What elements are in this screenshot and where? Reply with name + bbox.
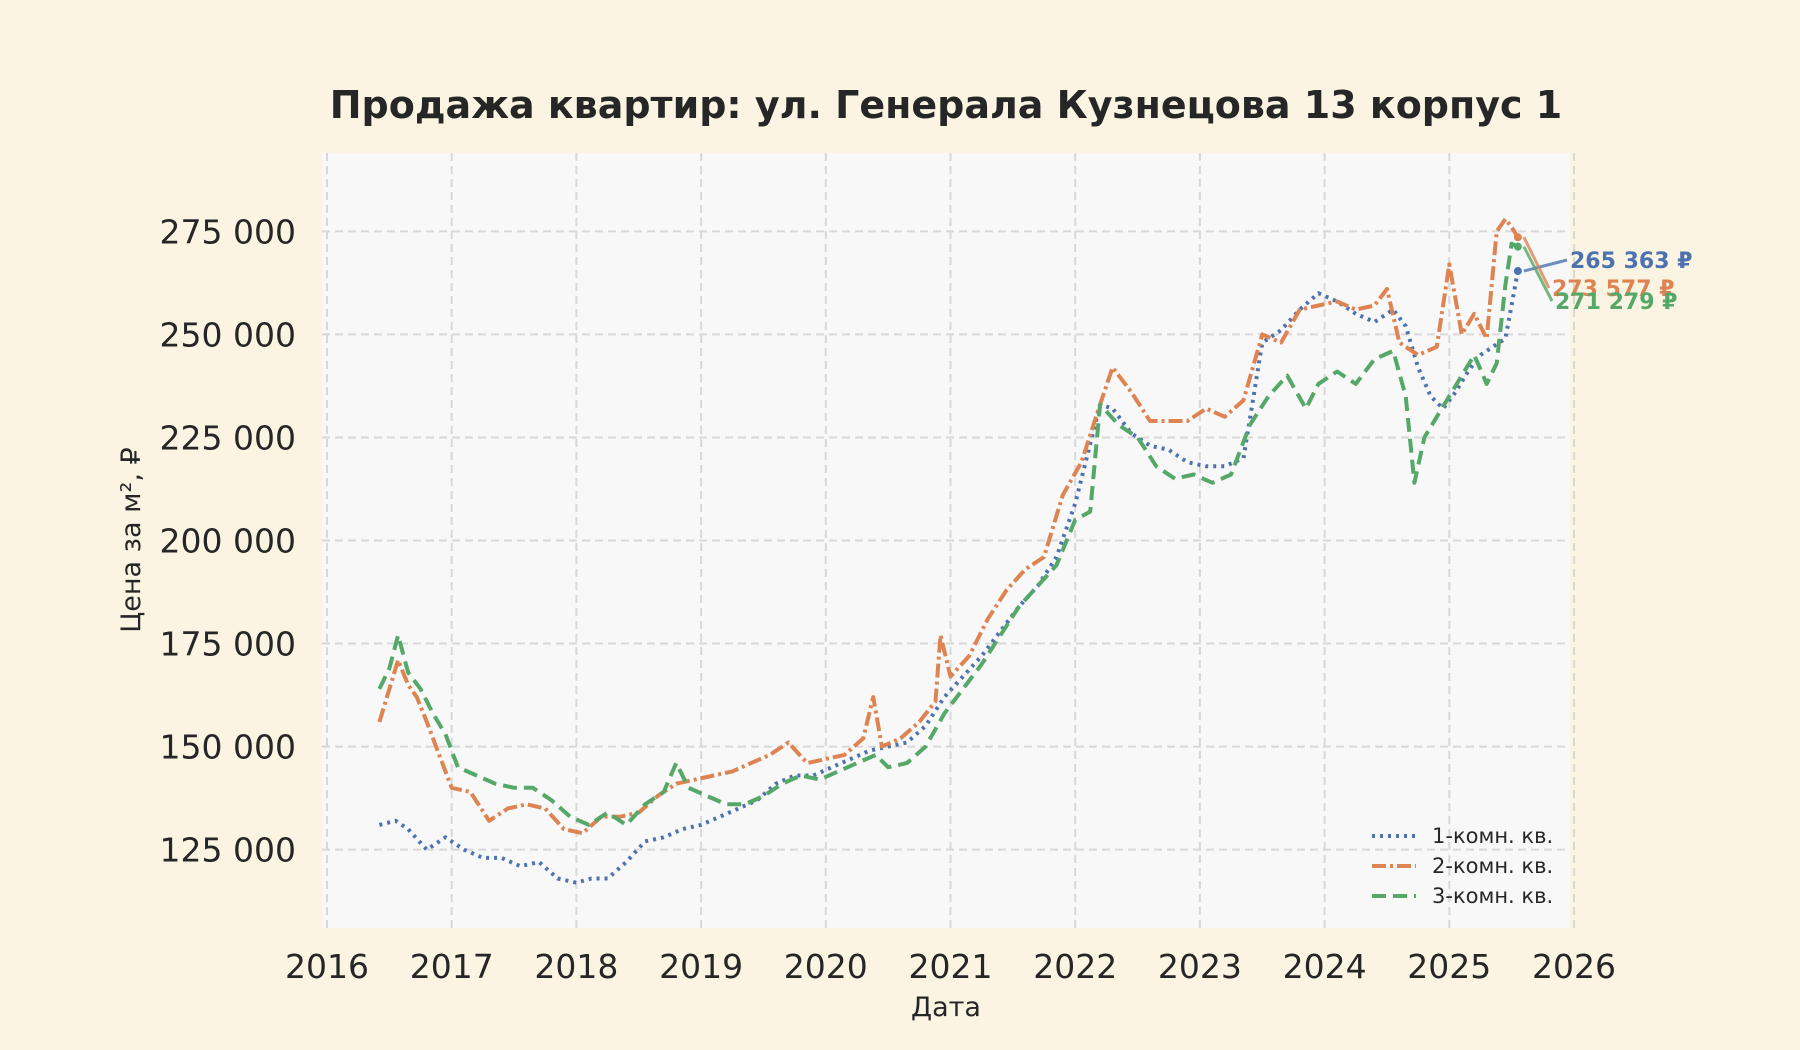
end-value-label: 271 279 ₽ bbox=[1555, 290, 1677, 315]
x-tick-label: 2021 bbox=[909, 947, 993, 986]
end-label-arrow bbox=[1522, 236, 1551, 289]
legend: 1-комн. кв. 2-комн. кв. 3-комн. кв. bbox=[1372, 824, 1553, 908]
end-point bbox=[1513, 233, 1522, 242]
end-value-label: 273 577 ₽ bbox=[1552, 277, 1674, 302]
x-tick-label: 2024 bbox=[1283, 947, 1367, 986]
x-tick-label: 2023 bbox=[1158, 947, 1242, 986]
x-tick-label: 2018 bbox=[534, 947, 618, 986]
legend-label: 2-комн. кв. bbox=[1432, 854, 1553, 878]
x-tick-label: 2020 bbox=[784, 947, 868, 986]
y-tick-label: 175 000 bbox=[160, 625, 296, 664]
series-line-3 bbox=[377, 241, 1519, 827]
y-tick-label: 200 000 bbox=[160, 522, 296, 561]
end-label-arrow bbox=[1523, 258, 1568, 273]
chart-title: Продажа квартир: ул. Генерала Кузнецова … bbox=[330, 83, 1562, 127]
x-tick-label: 2022 bbox=[1033, 947, 1117, 986]
end-label-arrow bbox=[1522, 245, 1554, 302]
end-value-label: 265 363 ₽ bbox=[1570, 249, 1692, 274]
y-tick-label: 275 000 bbox=[160, 212, 296, 251]
end-point bbox=[1513, 242, 1522, 251]
x-tick-label: 2019 bbox=[659, 947, 743, 986]
y-tick-label: 150 000 bbox=[160, 728, 296, 767]
y-tick-label: 125 000 bbox=[160, 831, 296, 870]
end-labels: 265 363 ₽ 273 577 ₽271 279 ₽ bbox=[1513, 233, 1692, 315]
grid bbox=[322, 153, 1575, 928]
end-point bbox=[1513, 267, 1522, 276]
x-tick-label: 2016 bbox=[285, 947, 369, 986]
x-tick-label: 2017 bbox=[410, 947, 494, 986]
y-tick-label: 225 000 bbox=[160, 418, 296, 457]
y-axis-label: Цена за м², ₽ bbox=[116, 447, 147, 632]
legend-label: 1-комн. кв. bbox=[1432, 824, 1553, 848]
legend-label: 3-комн. кв. bbox=[1432, 884, 1553, 908]
y-tick-label: 250 000 bbox=[160, 315, 296, 354]
x-axis-label: Дата bbox=[911, 992, 981, 1023]
series-line-2 bbox=[377, 217, 1520, 836]
x-tick-label: 2025 bbox=[1407, 947, 1491, 986]
tick-labels: 2016 2017 2018 2019 2020 2021 2022 2023 2024 2025… bbox=[160, 212, 1616, 986]
series-lines bbox=[377, 217, 1520, 885]
x-tick-label: 2026 bbox=[1532, 947, 1616, 986]
